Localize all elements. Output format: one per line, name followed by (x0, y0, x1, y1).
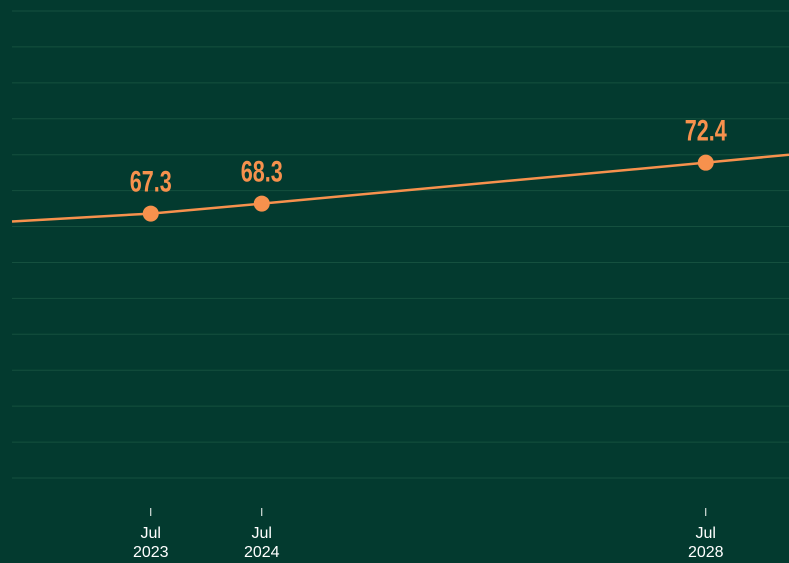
data-label-group: 72.4 (685, 113, 727, 147)
point (142, 205, 159, 222)
data-label: 68.3 (241, 154, 283, 188)
x-tick-label: Jul 2028 (687, 525, 724, 561)
data-label: 72.4 (685, 113, 727, 147)
line (11, 153, 789, 223)
point (697, 154, 714, 171)
x-tick-label: Jul 2023 (132, 525, 169, 561)
data-label-group: 67.3 (130, 164, 172, 198)
x-tick-label: Jul 2024 (243, 525, 280, 561)
data-label-group: 68.3 (241, 154, 283, 188)
data-label: 67.3 (130, 164, 172, 198)
point (253, 195, 270, 212)
